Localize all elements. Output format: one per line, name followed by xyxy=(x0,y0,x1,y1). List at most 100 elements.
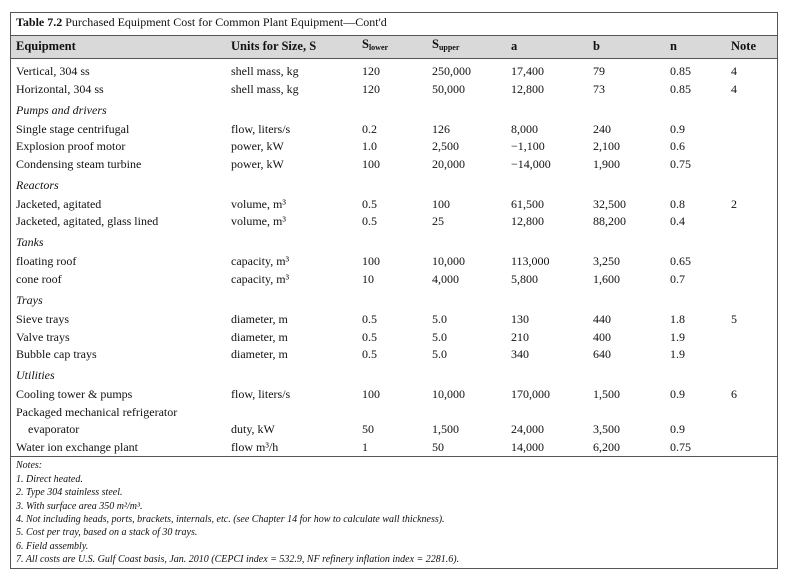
cell-n: 0.8 xyxy=(670,196,685,211)
cell-n: 0.65 xyxy=(670,254,691,269)
header-cell: a xyxy=(511,39,518,53)
cell-s-upper: 5.0 xyxy=(432,312,447,326)
cell-note: 4 xyxy=(731,64,737,78)
cell-a: −14,000 xyxy=(511,156,551,171)
cell-s-lower: 0.2 xyxy=(362,121,377,136)
cell-units: diameter, m xyxy=(231,329,288,344)
cell-units: capacity, m³ xyxy=(231,272,290,286)
cell-n: 1.8 xyxy=(670,312,685,326)
cell-equipment: Sieve trays xyxy=(16,312,69,326)
cell-s-lower: 120 xyxy=(362,81,380,96)
section-heading: Pumps and drivers xyxy=(16,102,107,117)
cell-note: 5 xyxy=(731,312,737,326)
cell-equipment: Single stage centrifugal xyxy=(16,121,130,136)
cell-a: 113,000 xyxy=(511,254,550,269)
cell-equipment: Jacketed, agitated, glass lined xyxy=(16,214,159,229)
cell-n: 1.9 xyxy=(670,329,685,344)
cell-equipment: Bubble cap trays xyxy=(16,347,97,362)
cell-b: 2,100 xyxy=(593,139,620,154)
header-cell: Slower xyxy=(362,37,388,55)
header-base: S xyxy=(362,37,369,51)
cell-s-upper: 250,000 xyxy=(432,64,471,78)
table-caption: Purchased Equipment Cost for Common Plan… xyxy=(65,15,387,29)
cell-b: 640 xyxy=(593,347,611,362)
table-frame xyxy=(10,12,778,569)
cell-a: 12,800 xyxy=(511,81,544,96)
cell-units: power, kW xyxy=(231,156,284,171)
cell-b: 240 xyxy=(593,121,611,136)
header-sub: upper xyxy=(438,43,460,52)
cell-s-upper: 1,500 xyxy=(432,422,459,437)
cell-equipment: Cooling tower & pumps xyxy=(16,387,133,402)
note: 6. Field assembly. xyxy=(16,540,89,552)
cell-equipment: Jacketed, agitated xyxy=(16,196,102,211)
cell-units: flow, liters/s xyxy=(231,387,291,402)
cell-a: 8,000 xyxy=(511,121,538,136)
cell-n: 0.75 xyxy=(670,440,691,454)
header-sub: lower xyxy=(368,43,389,52)
cell-a: 210 xyxy=(511,329,529,344)
cell-n: 0.85 xyxy=(670,81,691,96)
cell-units: flow m³/h xyxy=(231,440,279,454)
cell-s-upper: 20,000 xyxy=(432,156,465,171)
cell-units: capacity, m³ xyxy=(231,254,290,269)
note: 4. Not including heads, ports, brackets,… xyxy=(16,513,445,525)
cell-units: volume, m³ xyxy=(231,196,286,211)
header-cell: Units for Size, S xyxy=(231,39,317,53)
cell-s-upper: 25 xyxy=(432,214,444,229)
cell-s-upper: 126 xyxy=(432,121,450,136)
header-band xyxy=(11,35,777,59)
section-heading: Tanks xyxy=(16,235,44,250)
cell-b: 3,500 xyxy=(593,422,620,437)
cell-n: 0.6 xyxy=(670,139,685,154)
note: 3. With surface area 350 m²/m³. xyxy=(16,500,143,512)
section-heading: Trays xyxy=(16,293,43,307)
cell-note: 4 xyxy=(731,81,737,96)
cell-n: 0.75 xyxy=(670,156,691,171)
note: 7. All costs are U.S. Gulf Coast basis, … xyxy=(16,553,460,565)
header-cell: n xyxy=(670,39,677,53)
header-cell: Equipment xyxy=(16,39,76,53)
note: 1. Direct heated. xyxy=(16,474,83,485)
cell-b: 79 xyxy=(593,64,605,78)
cell-a: 130 xyxy=(511,312,529,326)
cell-s-upper: 10,000 xyxy=(432,254,465,269)
cell-equipment: floating roof xyxy=(16,254,77,269)
cell-s-upper: 4,000 xyxy=(432,272,459,286)
cell-s-lower: 100 xyxy=(362,156,380,171)
cell-s-lower: 100 xyxy=(362,387,380,402)
cell-s-lower: 100 xyxy=(362,254,380,269)
cell-units: flow, liters/s xyxy=(231,121,291,136)
cell-s-upper: 5.0 xyxy=(432,329,447,344)
cell-units: shell mass, kg xyxy=(231,64,299,78)
cell-s-lower: 1 xyxy=(362,440,368,454)
cell-equipment: Horizontal, 304 ss xyxy=(16,81,104,96)
cell-equipment: Condensing steam turbine xyxy=(16,156,142,171)
cell-equipment: evaporator xyxy=(28,422,80,437)
cell-b: 400 xyxy=(593,329,611,344)
cell-b: 88,200 xyxy=(593,214,626,229)
cell-a: 24,000 xyxy=(511,422,544,437)
cell-units: volume, m³ xyxy=(231,214,286,229)
cell-units: diameter, m xyxy=(231,347,288,362)
cell-units: shell mass, kg xyxy=(231,81,299,96)
note: 2. Type 304 stainless steel. xyxy=(16,487,123,499)
cell-b: 1,900 xyxy=(593,156,620,171)
cell-n: 0.9 xyxy=(670,121,685,136)
cell-b: 1,500 xyxy=(593,387,620,402)
cell-a: 17,400 xyxy=(511,64,544,78)
section-heading: Utilities xyxy=(16,368,55,383)
cell-units: power, kW xyxy=(231,139,284,154)
notes-separator xyxy=(11,456,777,457)
cell-equipment: Explosion proof motor xyxy=(16,139,126,154)
cell-b: 1,600 xyxy=(593,272,620,286)
header-cell: b xyxy=(593,39,600,53)
cell-s-upper: 50 xyxy=(432,440,444,454)
cell-n: 0.4 xyxy=(670,214,685,229)
cell-n: 0.9 xyxy=(670,422,685,437)
cell-n: 0.85 xyxy=(670,64,691,78)
cell-equipment: Vertical, 304 ss xyxy=(16,64,90,78)
cell-s-lower: 120 xyxy=(362,64,380,78)
cell-a: −1,100 xyxy=(511,139,545,154)
cell-s-upper: 50,000 xyxy=(432,81,465,96)
